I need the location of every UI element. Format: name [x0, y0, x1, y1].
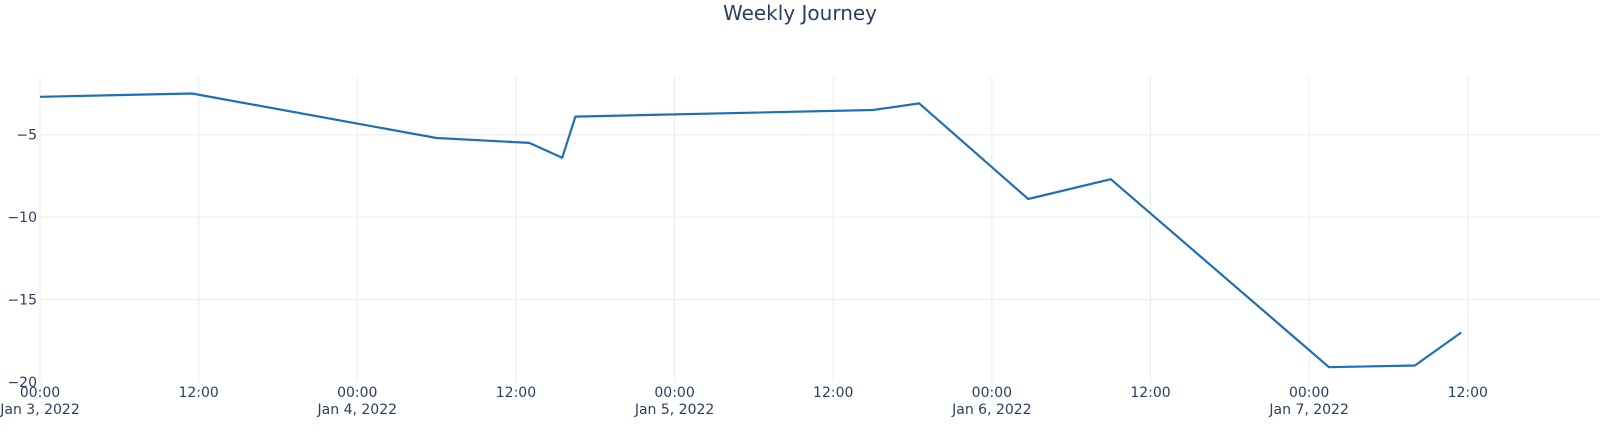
x-tick-label-time: 00:00 [20, 385, 60, 401]
x-tick-label-date: Jan 5, 2022 [634, 402, 714, 418]
x-tick-label-time: 00:00 [1289, 385, 1329, 401]
x-tick-label-date: Jan 6, 2022 [951, 402, 1031, 418]
x-tick-label-time: 12:00 [813, 385, 853, 401]
y-gridlines [40, 134, 1600, 301]
x-tick-label-time: 00:00 [972, 385, 1012, 401]
x-tick-label-date: Jan 3, 2022 [0, 402, 80, 418]
x-tick-label-time: 12:00 [178, 385, 218, 401]
x-tick-label-time: 12:00 [1448, 385, 1488, 401]
x-gridlines [39, 77, 1469, 382]
y-tick-label: −5 [16, 128, 37, 144]
x-tick-label-time: 12:00 [1130, 385, 1170, 401]
x-tick-label-date: Jan 7, 2022 [1268, 402, 1348, 418]
y-axis-ticks: −5 −10 −15 −20 [7, 128, 37, 391]
y-tick-label: −10 [7, 210, 37, 226]
x-tick-label-time: 00:00 [337, 385, 377, 401]
series-line [39, 92, 1462, 369]
x-tick-label-time: 12:00 [496, 385, 536, 401]
x-tick-label-date: Jan 4, 2022 [317, 402, 397, 418]
chart-title: Weekly Journey [723, 1, 877, 25]
series-layer [39, 92, 1462, 369]
x-tick-label-time: 00:00 [654, 385, 694, 401]
y-tick-label: −20 [7, 375, 37, 391]
y-tick-label: −15 [7, 293, 37, 309]
